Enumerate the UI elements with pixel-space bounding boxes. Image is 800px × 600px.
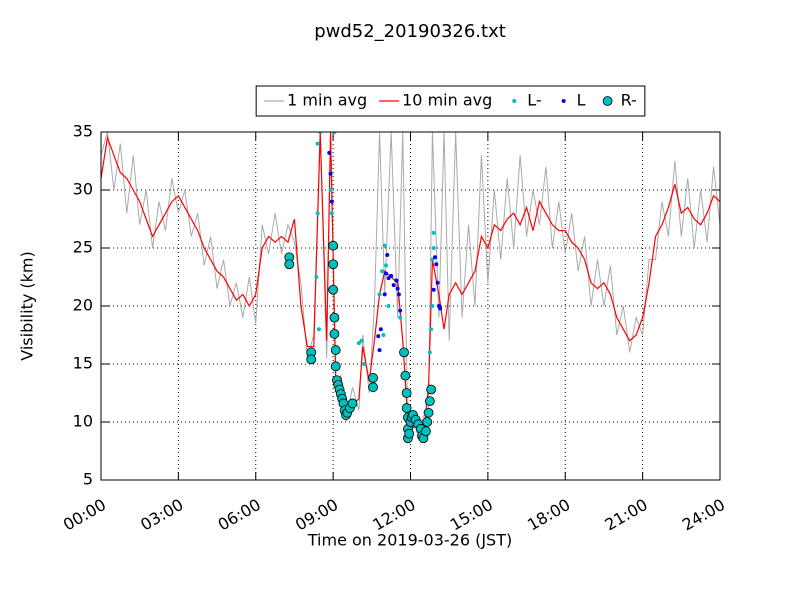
marker-dot xyxy=(430,257,435,262)
marker-dot xyxy=(431,230,436,235)
y-tick-label: 10 xyxy=(73,412,93,431)
marker-dot xyxy=(328,171,333,176)
legend-item: 1 min avg xyxy=(264,91,367,110)
marker-dot xyxy=(391,283,396,288)
marker-dot xyxy=(431,287,436,292)
legend-label: L xyxy=(577,91,586,110)
marker-dot xyxy=(327,150,332,155)
marker-circle xyxy=(422,417,433,427)
marker-dot xyxy=(438,306,443,311)
marker-dot xyxy=(314,275,319,279)
y-tick-label: 30 xyxy=(73,180,93,199)
marker-dot xyxy=(328,188,333,192)
marker-dot xyxy=(434,262,439,267)
marker-dot xyxy=(383,263,388,268)
marker-dot xyxy=(380,269,385,274)
marker-circle xyxy=(328,284,339,295)
marker-circle xyxy=(399,347,409,358)
legend-label: 1 min avg xyxy=(287,91,367,110)
marker-dot xyxy=(315,211,320,216)
marker-dot xyxy=(386,304,391,308)
marker-circle xyxy=(423,407,434,418)
marker-circle xyxy=(330,361,341,372)
y-axis-label: Visibility (km) xyxy=(18,251,37,360)
marker-dot xyxy=(359,338,364,343)
chart-title: pwd52_20190326.txt xyxy=(314,21,506,42)
marker-dot xyxy=(362,362,367,366)
legend-item: L xyxy=(561,91,586,110)
marker-circle xyxy=(404,428,415,439)
marker-circle xyxy=(400,370,411,381)
marker-circle xyxy=(330,345,341,355)
legend-label: L- xyxy=(527,91,541,110)
marker-circle xyxy=(329,328,340,339)
legend-item: R- xyxy=(602,91,637,110)
plot-frame xyxy=(100,131,721,481)
plot-area xyxy=(101,132,720,444)
marker-dot xyxy=(386,276,391,281)
legend-item: 10 min avg xyxy=(379,91,492,110)
marker-dot xyxy=(377,348,382,353)
y-tick-label: 15 xyxy=(73,354,93,373)
marker-dot xyxy=(435,280,440,285)
y-tick-label: 35 xyxy=(73,122,93,141)
marker-circle xyxy=(368,382,379,393)
marker-dot xyxy=(383,271,388,276)
marker-circle xyxy=(401,403,412,413)
legend: 1 min avg 10 min avg L- L R- xyxy=(255,85,646,117)
marker-dot xyxy=(433,255,438,260)
marker-circle xyxy=(421,426,431,437)
marker-dot xyxy=(329,199,334,204)
marker-circle xyxy=(329,312,340,323)
marker-circle xyxy=(368,373,379,383)
marker-dot xyxy=(395,286,400,291)
marker-circle xyxy=(401,388,412,398)
marker-dot xyxy=(389,273,394,278)
marker-dot xyxy=(377,292,382,297)
marker-dot xyxy=(394,278,399,283)
marker-circle xyxy=(284,259,295,270)
marker-dot xyxy=(356,341,361,346)
marker-circle xyxy=(306,354,317,365)
marker-circle xyxy=(426,384,437,395)
marker-dot xyxy=(378,327,383,332)
marker-dot xyxy=(315,141,320,146)
marker-dot xyxy=(398,308,403,313)
marker-dot xyxy=(429,327,434,332)
marker-dot xyxy=(329,211,334,216)
y-tick-label: 20 xyxy=(73,296,93,315)
y-tick-label: 5 xyxy=(83,470,93,489)
legend-label: 10 min avg xyxy=(402,91,492,110)
marker-dot xyxy=(381,333,386,337)
marker-circle xyxy=(424,396,435,407)
legend-swatch xyxy=(602,96,613,106)
legend-item: L- xyxy=(512,91,542,110)
marker-dot xyxy=(382,243,387,248)
marker-dot xyxy=(427,350,432,355)
marker-dot xyxy=(385,252,390,257)
marker-circle xyxy=(328,240,339,251)
legend-swatch xyxy=(512,99,517,103)
legend-box xyxy=(255,85,646,117)
y-tick-label: 25 xyxy=(73,238,93,257)
legend-label: R- xyxy=(621,91,637,110)
marker-dot xyxy=(398,315,403,320)
marker-dot xyxy=(376,334,381,339)
legend-swatch xyxy=(561,99,566,103)
marker-circle xyxy=(328,259,339,270)
marker-dot xyxy=(430,304,435,308)
marker-dot xyxy=(431,246,436,250)
marker-dot xyxy=(316,327,321,332)
x-axis-label: Time on 2019-03-26 (JST) xyxy=(307,531,512,550)
marker-circle xyxy=(347,398,358,409)
marker-dot xyxy=(396,292,401,297)
marker-dot xyxy=(382,292,387,297)
